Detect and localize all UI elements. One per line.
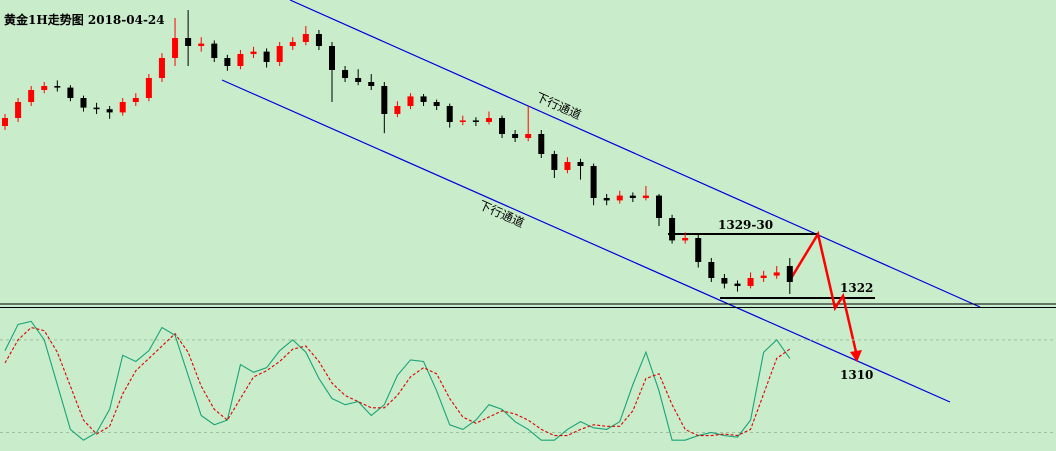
candle-body: [420, 96, 427, 102]
candle-body: [263, 51, 270, 62]
candle-body: [747, 278, 754, 286]
candle-body: [158, 58, 165, 78]
candle-body: [224, 58, 231, 66]
candle-body: [656, 195, 662, 218]
candle-body: [67, 87, 74, 98]
candle-body: [760, 275, 767, 278]
candle-body: [499, 118, 506, 134]
projection-path: [788, 230, 858, 353]
arrow-head: [850, 350, 862, 362]
oscillator-line: [4, 326, 791, 437]
candle-body: [669, 218, 676, 241]
candle-body: [198, 43, 205, 46]
candle-body: [2, 118, 8, 126]
candle-body: [394, 106, 401, 114]
candle-body: [185, 38, 192, 46]
candle-body: [682, 238, 689, 241]
candle-body: [734, 283, 741, 286]
candle-body: [250, 51, 257, 54]
candle-body: [119, 102, 126, 113]
candle-body: [629, 195, 636, 198]
candle-body: [302, 34, 309, 42]
candle-body: [132, 98, 139, 102]
candle-body: [315, 34, 322, 46]
candle-body: [41, 86, 48, 90]
candle-body: [695, 238, 702, 262]
candle-body: [15, 102, 22, 118]
chart-title: 黄金1H走势图 2018-04-24: [4, 12, 165, 27]
candle-body: [577, 162, 584, 166]
candle-body: [106, 109, 113, 113]
candle-body: [721, 278, 728, 284]
candle-body: [172, 38, 179, 58]
oscillator-line: [4, 320, 791, 441]
candle-body: [538, 134, 545, 154]
candle-body: [446, 106, 453, 122]
candle-body: [355, 78, 362, 82]
candle-body: [80, 98, 87, 108]
level-label: 1329-30: [718, 218, 773, 232]
candle-body: [407, 96, 414, 106]
candle-body: [276, 46, 283, 62]
candle-body: [590, 166, 597, 198]
level-label: 1310: [840, 368, 873, 382]
candle-body: [342, 70, 349, 78]
candle-body: [485, 118, 492, 122]
channel-lower: [221, 79, 951, 403]
candle-body: [145, 78, 152, 98]
candle-body: [433, 102, 440, 106]
candle-body: [289, 42, 296, 46]
candle-body: [28, 90, 35, 102]
channel-upper: [289, 0, 981, 308]
candle-body: [54, 86, 61, 88]
candle-body: [551, 154, 558, 170]
candle-body: [368, 82, 375, 86]
candle-body: [459, 120, 466, 122]
candle-body: [329, 46, 335, 70]
candle-body: [525, 134, 532, 138]
candle-body: [512, 134, 519, 138]
candle-body: [564, 162, 571, 170]
candle-body: [616, 195, 623, 201]
candle-body: [93, 107, 100, 110]
candle-body: [381, 86, 388, 114]
candle-body: [603, 198, 610, 201]
candle-body: [773, 272, 780, 276]
candle-body: [472, 120, 479, 122]
candle-body: [642, 195, 649, 198]
candle-body: [237, 54, 244, 66]
level-label: 1322: [840, 281, 873, 295]
candle-body: [786, 266, 793, 282]
candle-body: [708, 262, 715, 278]
candle-body: [211, 43, 218, 58]
